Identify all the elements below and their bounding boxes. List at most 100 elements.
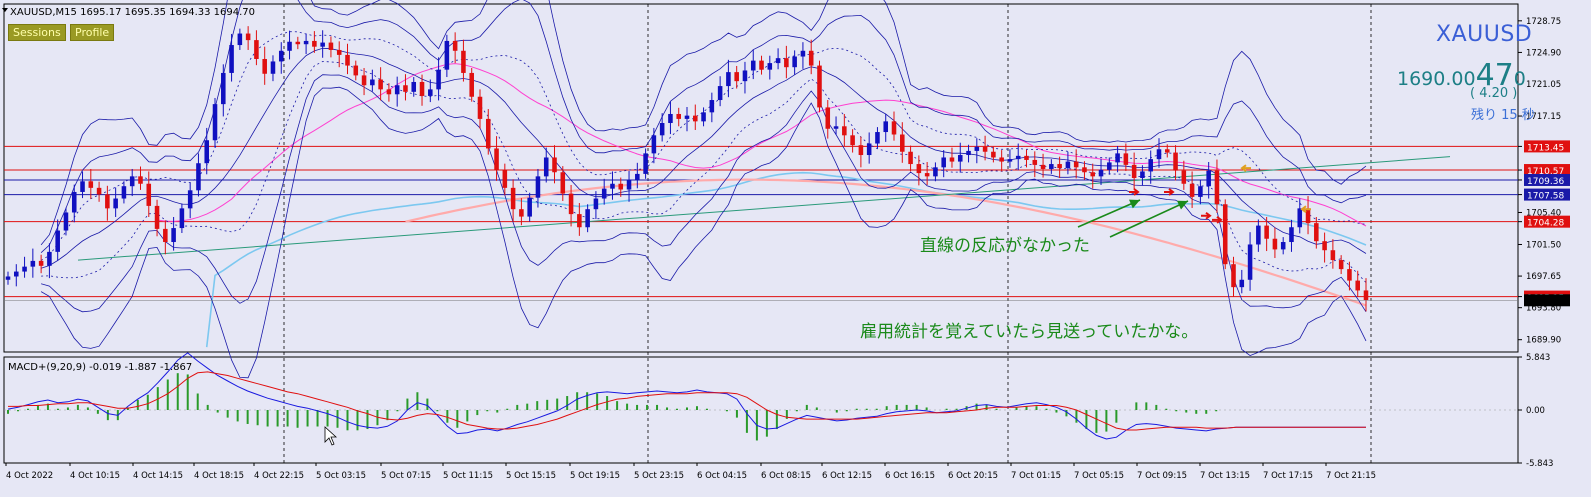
time-tick-label: 7 Oct 21:15 <box>1326 471 1376 481</box>
time-tick-label: 4 Oct 22:15 <box>254 471 304 481</box>
bear-candle <box>105 194 110 209</box>
dropdown-triangle-icon[interactable] <box>2 8 8 12</box>
annotation-arrow-head <box>1177 200 1188 210</box>
time-tick-label: 5 Oct 23:15 <box>634 471 684 481</box>
bull-candle <box>543 157 549 177</box>
sell-marker-arrow <box>1129 188 1140 196</box>
bull-candle <box>320 42 325 47</box>
bull-candle <box>659 123 665 136</box>
bull-candle <box>585 209 590 228</box>
bull-candle <box>303 40 309 45</box>
bull-candle <box>187 190 193 209</box>
profile-button[interactable]: Profile <box>70 24 115 41</box>
bear-candle <box>693 115 698 122</box>
bull-candle <box>635 173 640 180</box>
bid-price: 1690.00470 <box>1397 58 1526 93</box>
annotation-arrows <box>1077 199 1189 238</box>
time-tick-label: 6 Oct 12:15 <box>822 471 872 481</box>
bear-candle <box>295 41 301 45</box>
bear-candle <box>245 33 251 41</box>
bear-candle <box>452 40 458 51</box>
bear-candle <box>403 85 408 92</box>
macd-panel <box>4 352 1518 441</box>
bull-candle <box>1247 244 1253 280</box>
bear-candle <box>676 113 681 119</box>
bid-main: 1690.00 <box>1397 68 1476 90</box>
bull-candle <box>610 183 615 189</box>
bear-candle <box>850 135 855 146</box>
trendline <box>77 156 1451 261</box>
bear-candle <box>858 145 864 156</box>
sessions-button[interactable]: Sessions <box>8 24 66 41</box>
bull-candle <box>1256 225 1261 245</box>
bear-candle <box>759 60 764 70</box>
bull-candle <box>121 186 127 199</box>
time-tick-label: 4 Oct 14:15 <box>133 471 183 481</box>
sell-marker-arrow <box>1164 188 1175 196</box>
bear-candle <box>1231 264 1236 288</box>
bull-candle <box>71 191 77 213</box>
time-tick-label: 4 Oct 2022 <box>6 471 53 481</box>
current-price-tag <box>1524 294 1570 307</box>
bear-candle <box>1322 241 1327 251</box>
bear-candle <box>461 50 466 73</box>
symbol-name: XAUUSD <box>1436 22 1533 47</box>
bull-candle <box>535 176 541 198</box>
bull-candle <box>1065 161 1071 169</box>
bear-candle <box>502 169 508 188</box>
bear-candle <box>991 151 996 158</box>
bull-candle <box>866 143 872 156</box>
bear-candle <box>900 134 905 152</box>
macd-series-line <box>7 352 1366 440</box>
bear-candle <box>1305 208 1311 224</box>
bear-candle <box>477 96 483 119</box>
bull-candle <box>1015 155 1021 160</box>
bull-candle <box>212 104 218 141</box>
horizontal-levels[interactable] <box>4 145 1518 298</box>
bid-big-digits: 47 <box>1475 58 1514 93</box>
bear-candle <box>1123 153 1129 165</box>
bull-candle <box>775 58 781 64</box>
bear-candle <box>1189 183 1195 197</box>
bull-candle <box>22 266 27 272</box>
ma-pink-line <box>156 63 1367 227</box>
bull-candle <box>701 112 706 122</box>
bear-candle <box>1355 280 1360 291</box>
bear-candle <box>510 187 516 210</box>
bear-candle <box>361 75 367 86</box>
main-plot-border <box>3 3 1519 353</box>
bollinger-bands <box>40 0 1367 379</box>
bull-candle <box>179 208 185 229</box>
time-tick-label: 7 Oct 01:15 <box>1011 471 1061 481</box>
time-tick-label: 7 Oct 05:15 <box>1074 471 1124 481</box>
price-tick-label: 1689.90 <box>1526 336 1561 346</box>
bull-candle <box>444 40 450 70</box>
price-level-tag <box>1524 188 1570 201</box>
time-tick-label: 5 Oct 07:15 <box>381 471 431 481</box>
time-tick-label: 5 Oct 03:15 <box>316 471 366 481</box>
bear-candle <box>618 183 624 190</box>
bear-candle <box>494 148 499 170</box>
bear-candle <box>345 54 350 66</box>
time-axis: 4 Oct 2022 4 Oct 10:15 4 Oct 14:15 4 Oct 18… <box>5 463 1376 481</box>
bear-candle <box>96 187 102 195</box>
bull-candle <box>1049 164 1054 169</box>
bull-candle <box>14 271 19 277</box>
bull-candle <box>1198 186 1203 197</box>
bull-candle <box>270 61 276 74</box>
bear-candle <box>1264 225 1269 239</box>
bear-candle <box>1338 260 1344 270</box>
bull-candle <box>1206 170 1211 187</box>
price-tick-label: 1705.40 <box>1526 208 1561 218</box>
bear-candle <box>891 121 897 135</box>
bull-candle <box>974 146 980 151</box>
macd-tick-label: 5.843 <box>1526 353 1550 363</box>
bull-candle <box>1107 162 1112 170</box>
bear-candle <box>1363 290 1369 301</box>
bear-candle <box>519 209 524 217</box>
bull-candle <box>129 176 135 187</box>
price-tick-label: 1724.90 <box>1526 48 1561 58</box>
bull-candle <box>171 228 176 243</box>
